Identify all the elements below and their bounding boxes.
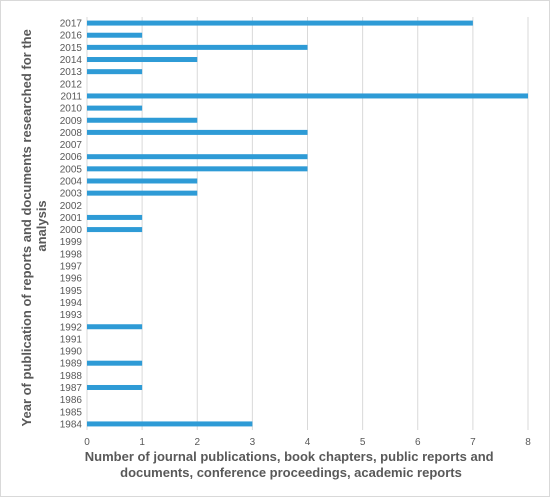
x-axis-label-line-1: Number of journal publications, book cha…: [85, 449, 494, 464]
bar-2003: [87, 190, 198, 196]
x-tick-label: 3: [250, 437, 256, 448]
bar-1984: [87, 421, 253, 427]
y-tick-label: 2010: [60, 104, 83, 115]
y-axis-label-line-2: analysis: [34, 200, 49, 251]
bar-1989: [87, 360, 143, 366]
grid-lines: [86, 17, 529, 430]
y-axis-label: Year of publication of reports and docum…: [19, 26, 49, 427]
y-tick-label: 2014: [60, 55, 83, 66]
y-tick-label: 1996: [60, 274, 83, 285]
x-tick-label: 2: [194, 437, 200, 448]
bar-2010: [87, 105, 143, 111]
y-tick-label: 1988: [60, 371, 83, 382]
y-tick-label: 2002: [60, 201, 83, 212]
y-tick-label: 2015: [60, 43, 83, 54]
x-tick-label: 7: [470, 437, 476, 448]
y-tick-label: 1989: [60, 359, 83, 370]
y-tick-label: 2016: [60, 31, 83, 42]
y-tick-label: 1991: [60, 334, 83, 345]
bar-2013: [87, 69, 143, 75]
y-tick-label: 1990: [60, 347, 83, 358]
y-tick-label: 2009: [60, 116, 83, 127]
y-tick-label: 2000: [60, 225, 83, 236]
y-tick-label: 2011: [60, 91, 82, 102]
y-tick-label: 2008: [60, 128, 83, 139]
y-tick-label: 1994: [60, 298, 83, 309]
y-tick-label: 1999: [60, 237, 83, 248]
y-tick-label: 1998: [60, 249, 83, 260]
bar-2008: [87, 129, 308, 135]
y-tick-label: 2001: [60, 213, 83, 224]
bar-2017: [87, 20, 473, 26]
y-axis-label-line-1: Year of publication of reports and docum…: [19, 29, 34, 426]
bar-1992: [87, 324, 143, 330]
bar-2015: [87, 44, 308, 50]
bar-2006: [87, 154, 308, 160]
y-tick-label: 2004: [60, 176, 83, 187]
y-tick-label: 2003: [60, 189, 83, 200]
bar-2011: [87, 93, 528, 99]
bar-2016: [87, 32, 143, 38]
bar-2004: [87, 178, 198, 184]
x-tick-label: 8: [525, 437, 531, 448]
x-tick-labels: 0 1 2 3 4 5 6 7 8: [84, 437, 531, 448]
bar-2014: [87, 57, 198, 63]
bar-2001: [87, 214, 143, 220]
x-tick-label: 4: [305, 437, 311, 448]
y-tick-label: 1986: [60, 395, 83, 406]
y-tick-label: 1984: [60, 419, 83, 430]
x-tick-label: 5: [360, 437, 366, 448]
x-tick-label: 1: [139, 437, 145, 448]
y-tick-label: 1985: [60, 407, 83, 418]
bar-2005: [87, 166, 308, 172]
bar-2000: [87, 227, 143, 233]
y-tick-label: 2006: [60, 152, 83, 163]
x-tick-label: 6: [415, 437, 421, 448]
bars: [87, 20, 528, 427]
x-axis-label: Number of journal publications, book cha…: [85, 449, 497, 480]
bar-1987: [87, 384, 143, 390]
y-tick-label: 2005: [60, 164, 83, 175]
y-tick-label: 2017: [60, 19, 83, 30]
y-tick-label: 2013: [60, 67, 83, 78]
bar-2009: [87, 117, 198, 123]
y-tick-label: 1993: [60, 310, 83, 321]
y-tick-label: 1987: [60, 383, 83, 394]
y-tick-label: 1992: [60, 322, 83, 333]
y-tick-label: 2007: [60, 140, 83, 151]
y-tick-label: 1997: [60, 262, 83, 273]
y-tick-label: 2012: [60, 79, 83, 90]
x-axis-label-line-2: documents, conference proceedings, acade…: [120, 465, 462, 480]
y-tick-label: 1995: [60, 286, 83, 297]
x-tick-label: 0: [84, 437, 90, 448]
